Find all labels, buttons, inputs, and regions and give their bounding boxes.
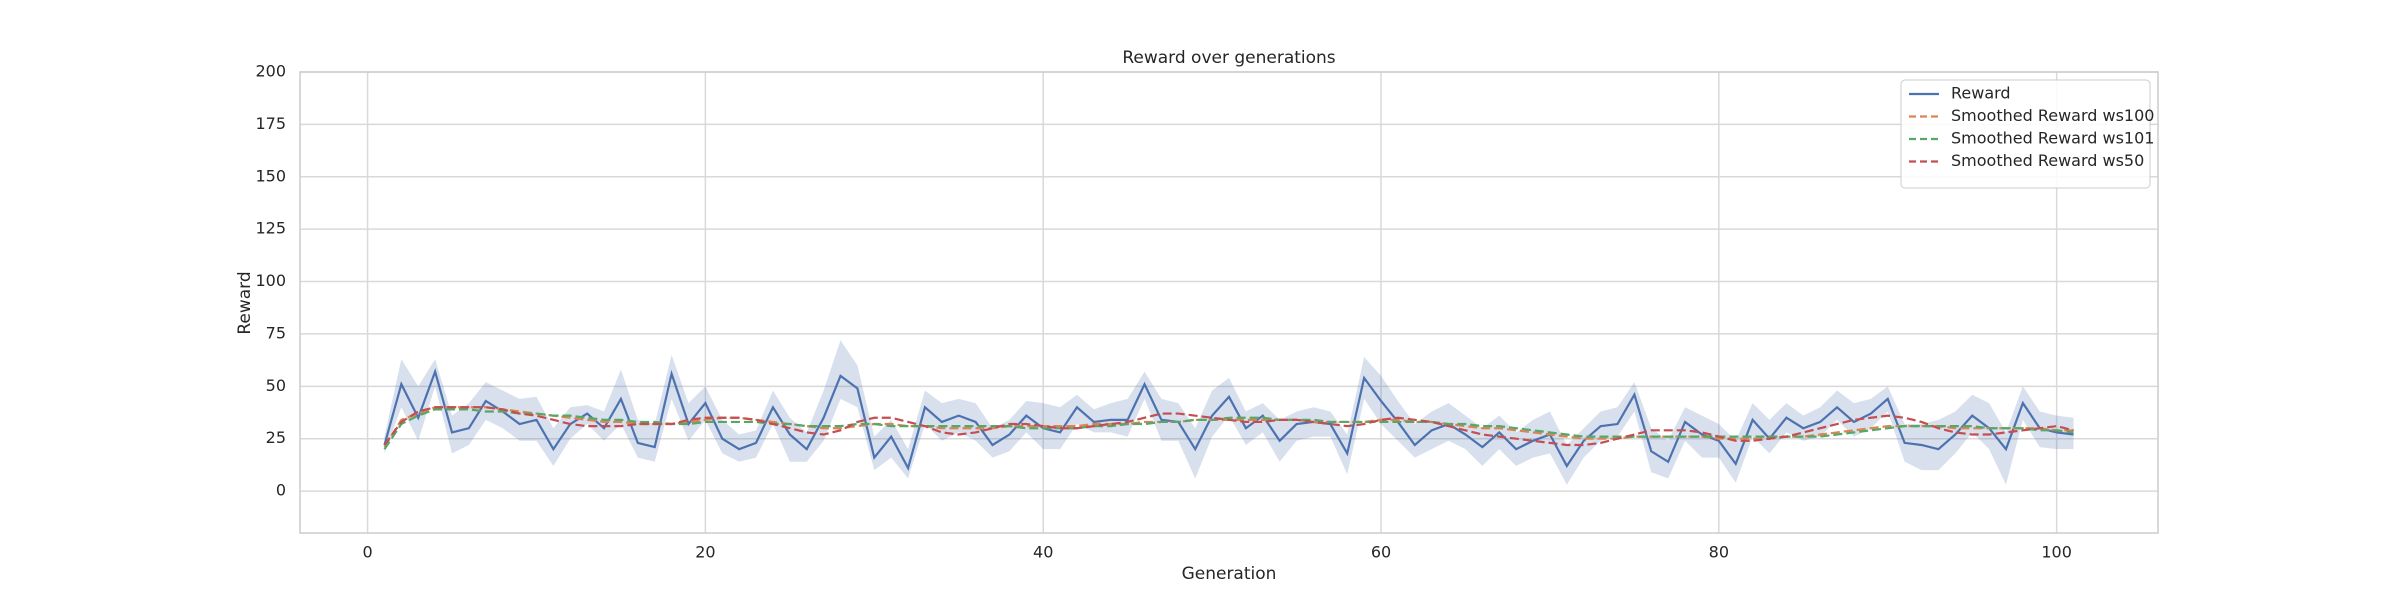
y-tick-label: 175: [255, 114, 286, 133]
x-tick-label: 100: [2041, 543, 2072, 562]
legend-label: Smoothed Reward ws101: [1951, 129, 2154, 148]
y-tick-label: 50: [266, 376, 286, 395]
x-tick-label: 20: [695, 543, 715, 562]
x-tick-label: 80: [1709, 543, 1729, 562]
y-tick-label: 0: [276, 481, 286, 500]
chart-title: Reward over generations: [1122, 48, 1335, 68]
legend-label: Smoothed Reward ws50: [1951, 151, 2144, 170]
y-tick-label: 75: [266, 323, 286, 342]
x-axis-label: Generation: [1182, 564, 1277, 584]
y-tick-label: 150: [255, 166, 286, 185]
legend: Reward Smoothed Reward ws100 Smoothed Rewa…: [1900, 79, 2154, 189]
legend-box: [1900, 79, 2151, 189]
x-tick-label: 0: [362, 543, 372, 562]
x-tick-label: 40: [1033, 543, 1053, 562]
series-line: [383, 368, 2074, 471]
series-line: [383, 406, 2074, 447]
y-axis-label: Reward: [235, 271, 255, 334]
y-tick-label: 100: [255, 271, 286, 290]
legend-label: Reward: [1951, 84, 2011, 103]
y-tick-label: 200: [255, 62, 286, 81]
legend-label: Smoothed Reward ws100: [1951, 106, 2154, 125]
plot-frame: [299, 71, 2159, 534]
y-tick-label: 25: [266, 428, 286, 447]
y-tick-label: 125: [255, 219, 286, 238]
series-line: [383, 408, 2074, 450]
x-tick-label: 60: [1371, 543, 1391, 562]
